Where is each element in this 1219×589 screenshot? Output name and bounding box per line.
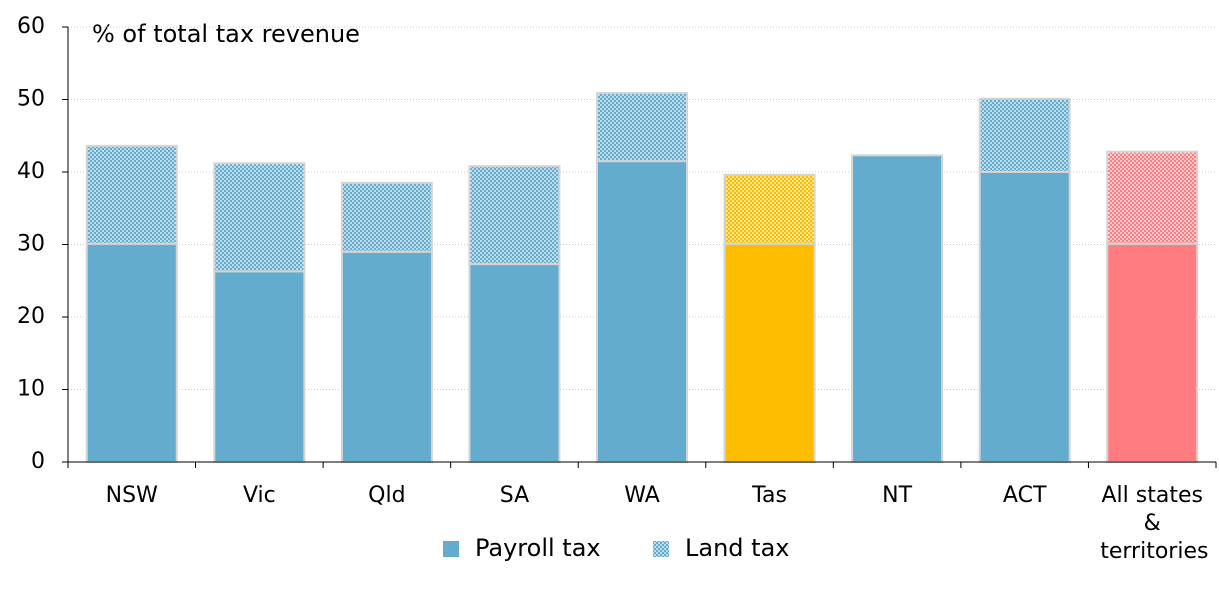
bar-segment	[1106, 242, 1199, 463]
x-tick-label: NT	[882, 483, 913, 508]
legend-label: Payroll tax	[475, 534, 601, 562]
bar-segment	[85, 144, 178, 245]
y-tick-label: 50	[17, 87, 45, 112]
bar-segment	[978, 171, 1071, 463]
y-tick-label: 30	[17, 232, 45, 257]
bar-segment	[851, 154, 944, 463]
x-tick-label: Qld	[368, 483, 406, 508]
x-tick-label: ACT	[1002, 483, 1047, 508]
y-tick-label: 40	[17, 159, 45, 184]
legend-swatch	[443, 541, 459, 557]
x-tick-label: SA	[499, 483, 530, 508]
chart-title: % of total tax revenue	[92, 20, 360, 48]
bar-segment	[978, 97, 1071, 173]
y-tick-label: 10	[17, 377, 45, 402]
bar-segment	[596, 160, 688, 463]
bar-segment	[596, 91, 688, 163]
legend-label: Land tax	[685, 534, 789, 562]
bar-segment	[468, 263, 561, 464]
bar-segment	[468, 165, 561, 266]
bar-segment	[213, 162, 306, 273]
x-tick-label: Vic	[242, 483, 276, 508]
y-tick-label: 60	[17, 14, 45, 39]
bar-segment	[340, 181, 433, 253]
bar-segment	[1106, 150, 1199, 245]
y-tick-label: 0	[31, 449, 45, 474]
x-tick-label: NSW	[105, 483, 158, 508]
bar-segment	[213, 270, 306, 464]
legend-swatch	[653, 541, 669, 557]
y-tick-label: 20	[17, 304, 45, 329]
bar-segment	[723, 242, 816, 463]
bar-segment	[723, 173, 816, 245]
x-tick-label: WA	[624, 483, 660, 508]
x-tick-label: All states & territories	[1100, 483, 1209, 564]
bar-segment	[85, 242, 178, 463]
x-tick-label: Tas	[752, 483, 787, 508]
bar-segment	[340, 250, 433, 463]
